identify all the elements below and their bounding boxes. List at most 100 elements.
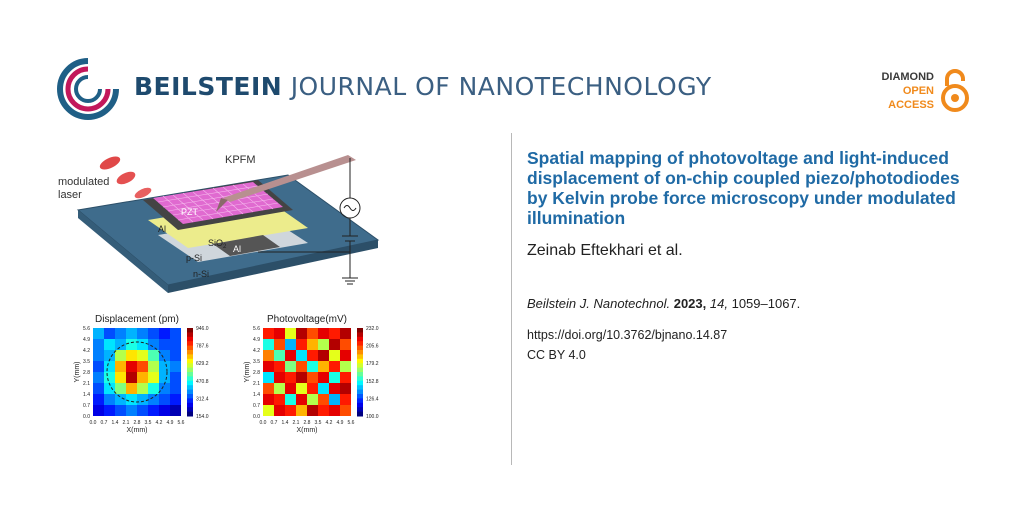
- header: BEILSTEIN JOURNAL OF NANOTECHNOLOGY DIAM…: [0, 0, 1024, 130]
- laser-label-line1: modulated: [58, 176, 109, 188]
- map-cell: [318, 394, 329, 405]
- map-cell: [318, 405, 329, 416]
- colorbar-segment: [187, 394, 193, 399]
- map-cell: [340, 372, 351, 383]
- y-tick-label: 4.2: [253, 348, 260, 354]
- x-tick-label: 1.4: [112, 420, 119, 426]
- colorbar-segment: [187, 345, 193, 351]
- graphical-abstract: KPFM modulated laser PZT Al: [58, 154, 380, 434]
- map-cell: [285, 339, 296, 350]
- map-cell: [137, 405, 148, 416]
- license[interactable]: CC BY 4.0: [527, 348, 586, 362]
- map-cell: [318, 339, 329, 350]
- colorbar-segment: [357, 380, 363, 386]
- y-axis-label: Y(mm): [244, 362, 251, 383]
- map-cell: [329, 372, 340, 383]
- colorbar-segment: [357, 394, 363, 399]
- map-cell: [296, 405, 307, 416]
- map-cell: [296, 350, 307, 361]
- y-tick-label: 0.7: [253, 403, 260, 409]
- afm-cantilever: [223, 155, 356, 202]
- colorbar-segment: [187, 328, 193, 333]
- map-cell: [318, 350, 329, 361]
- journal-name[interactable]: BEILSTEIN JOURNAL OF NANOTECHNOLOGY: [134, 72, 712, 101]
- map-cell: [170, 372, 181, 383]
- y-tick-label: 0.7: [83, 403, 90, 409]
- map-cell: [340, 383, 351, 394]
- map-cell: [104, 328, 115, 339]
- dashed-outline: [106, 341, 168, 403]
- map-cell: [263, 372, 274, 383]
- colorbar-segment: [357, 363, 363, 369]
- map-cell: [285, 328, 296, 339]
- map-cell: [115, 350, 126, 361]
- map-cell: [340, 350, 351, 361]
- map-cell: [104, 372, 115, 383]
- map-cell: [274, 339, 285, 350]
- map-cell: [137, 339, 148, 350]
- map-cell: [296, 339, 307, 350]
- colorbar-segment: [187, 385, 193, 391]
- colorbar-segment: [357, 398, 363, 404]
- map-cell: [340, 394, 351, 405]
- colorbar-segment: [187, 389, 193, 395]
- beilstein-logo-icon: [57, 58, 119, 120]
- map-cell: [274, 394, 285, 405]
- map-cell: [274, 361, 285, 372]
- map-cell: [318, 383, 329, 394]
- y-tick-label: 4.2: [83, 348, 90, 354]
- x-tick-label: 2.8: [134, 420, 141, 426]
- map-cell: [104, 394, 115, 405]
- map-cell: [340, 339, 351, 350]
- pzt-label: PZT: [181, 207, 199, 217]
- colorbar-segment: [357, 411, 363, 417]
- colorbar-segment: [357, 367, 363, 373]
- oa-access-label: ACCESS: [888, 99, 934, 111]
- map-cell: [126, 328, 137, 339]
- map-cell: [159, 339, 170, 350]
- map-cell: [137, 361, 148, 372]
- citation-year: 2023,: [673, 296, 707, 311]
- map-cell: [93, 339, 104, 350]
- colorbar-segment: [357, 345, 363, 351]
- map-title: Displacement (pm): [95, 314, 179, 325]
- y-tick-label: 2.1: [253, 381, 260, 387]
- n-si-label: n-Si: [193, 269, 209, 279]
- citation-volume: 14,: [709, 296, 728, 311]
- map-cell: [274, 383, 285, 394]
- map-cell: [126, 405, 137, 416]
- map-cell: [170, 339, 181, 350]
- map-cell: [285, 350, 296, 361]
- map-cell: [329, 361, 340, 372]
- article-title[interactable]: Spatial mapping of photovoltage and ligh…: [527, 148, 960, 228]
- map-cell: [159, 350, 170, 361]
- x-tick-label: 4.9: [337, 420, 344, 426]
- colorbar-segment: [187, 376, 193, 382]
- x-tick-label: 0.0: [260, 420, 267, 426]
- p-si-label: p-Si: [186, 253, 202, 263]
- map-cell: [274, 372, 285, 383]
- x-tick-label: 5.6: [348, 420, 355, 426]
- map-cell: [263, 405, 274, 416]
- map-cell: [296, 372, 307, 383]
- map-cell: [93, 394, 104, 405]
- doi-link[interactable]: https://doi.org/10.3762/bjnano.14.87: [527, 328, 728, 342]
- map-cell: [170, 405, 181, 416]
- map-cell: [285, 372, 296, 383]
- map-cell: [263, 394, 274, 405]
- map-cell: [115, 383, 126, 394]
- map-cell: [329, 328, 340, 339]
- map-title: Photovoltage(mV): [267, 314, 347, 325]
- map-cell: [329, 383, 340, 394]
- map-cell: [318, 328, 329, 339]
- map-cell: [307, 328, 318, 339]
- colorbar-tick-label: 946.0: [196, 326, 209, 332]
- colorbar-tick-label: 312.4: [196, 396, 209, 402]
- map-cell: [137, 350, 148, 361]
- map-cell: [148, 394, 159, 405]
- map-cell: [159, 405, 170, 416]
- map-cell: [115, 361, 126, 372]
- journal-name-bold: BEILSTEIN: [134, 72, 283, 101]
- x-tick-label: 4.9: [167, 420, 174, 426]
- y-tick-label: 0.0: [253, 414, 260, 420]
